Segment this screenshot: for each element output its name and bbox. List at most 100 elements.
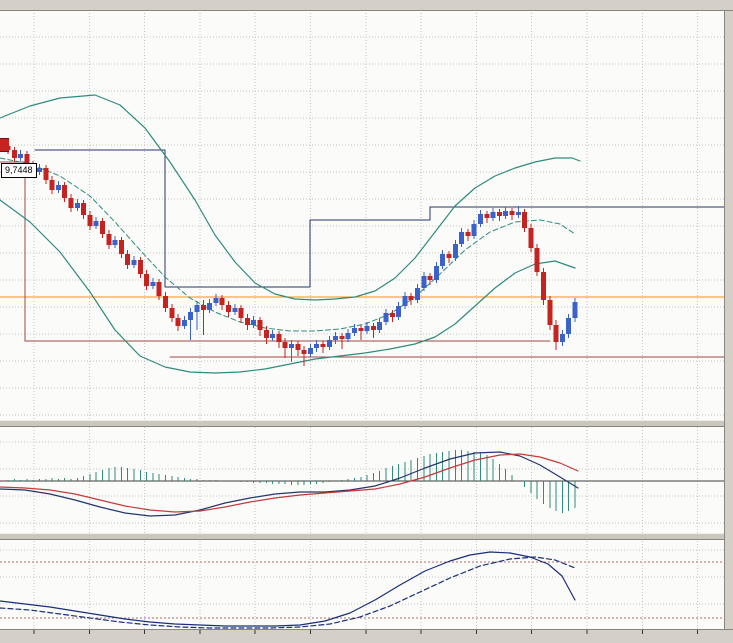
candle — [490, 212, 496, 218]
panel-splitter-1[interactable] — [0, 420, 733, 427]
price-marker-icon — [0, 138, 9, 152]
bollinger-lower-line — [0, 199, 576, 374]
candle — [307, 348, 313, 354]
candle — [421, 276, 427, 288]
candle — [440, 254, 446, 266]
candle — [459, 232, 465, 244]
candle — [207, 303, 213, 310]
candle — [244, 318, 250, 325]
candle — [11, 150, 17, 158]
candle — [364, 326, 370, 331]
candle — [213, 298, 219, 303]
candle — [553, 325, 559, 342]
candle — [522, 212, 528, 228]
navy-zones — [34, 149, 725, 288]
candle — [263, 330, 269, 338]
bollinger-upper-line — [0, 94, 581, 301]
candle — [484, 214, 490, 218]
candle — [106, 234, 112, 245]
candle — [232, 308, 238, 312]
candle — [219, 298, 225, 305]
candle — [125, 254, 131, 265]
candle — [377, 322, 383, 330]
candle — [169, 308, 175, 318]
candle — [188, 312, 194, 320]
candle — [276, 334, 282, 342]
candle — [118, 240, 124, 254]
candle — [541, 272, 546, 300]
right-margin — [724, 10, 733, 629]
candle — [93, 221, 99, 226]
candle — [112, 240, 118, 245]
candle — [270, 334, 276, 338]
candle — [433, 266, 439, 280]
candle — [282, 342, 288, 348]
candle — [446, 254, 452, 258]
candle — [389, 313, 395, 317]
candle — [326, 340, 332, 347]
candle — [547, 300, 553, 325]
chart-object-drawings — [0, 149, 725, 358]
candle — [100, 221, 105, 234]
candle — [314, 344, 320, 348]
candle — [566, 318, 572, 334]
candle — [68, 198, 74, 208]
macd-macd-line — [0, 451, 579, 517]
candle — [383, 313, 389, 322]
candle — [358, 328, 364, 331]
candle — [301, 350, 307, 354]
candle — [509, 211, 515, 215]
price-tag-label: 9,7448 — [1, 163, 37, 178]
candle — [18, 154, 24, 158]
candle — [49, 180, 55, 190]
bollinger-middle-line — [0, 157, 576, 332]
grid-lines — [0, 10, 724, 629]
time-axis-strip[interactable] — [0, 629, 733, 643]
candle — [131, 260, 137, 265]
candle — [194, 305, 200, 312]
candle — [150, 282, 156, 286]
candle — [503, 211, 509, 216]
candle — [226, 305, 231, 312]
candle — [295, 344, 301, 350]
candle — [465, 232, 471, 236]
macd-indicator — [0, 450, 724, 517]
candle — [572, 302, 578, 318]
candle — [175, 318, 181, 326]
candle — [408, 296, 414, 300]
candle — [471, 224, 477, 236]
candle — [43, 168, 49, 180]
candle — [333, 336, 339, 340]
stochastic-main-line — [0, 551, 576, 627]
panel-splitter-2[interactable] — [0, 533, 733, 540]
candle — [238, 308, 244, 318]
macd-signal-line — [0, 453, 579, 513]
candle — [55, 185, 61, 190]
candle — [528, 228, 534, 248]
candle — [427, 276, 433, 280]
candle — [137, 260, 143, 274]
candle — [478, 214, 483, 224]
candle — [289, 344, 294, 348]
candle — [515, 212, 521, 215]
candle — [352, 328, 357, 333]
candle — [370, 326, 376, 330]
candle — [559, 334, 565, 342]
candle — [251, 320, 257, 325]
candlesticks — [5, 142, 578, 366]
candle — [339, 336, 345, 339]
candle — [534, 248, 540, 272]
candle — [87, 215, 93, 226]
candle — [181, 320, 187, 326]
stochastic-indicator — [0, 551, 724, 629]
candle — [257, 320, 263, 330]
candle — [37, 168, 42, 172]
candle — [163, 296, 168, 308]
candle — [144, 274, 150, 286]
candle — [200, 305, 206, 310]
candle — [320, 344, 326, 347]
candle — [345, 333, 351, 339]
